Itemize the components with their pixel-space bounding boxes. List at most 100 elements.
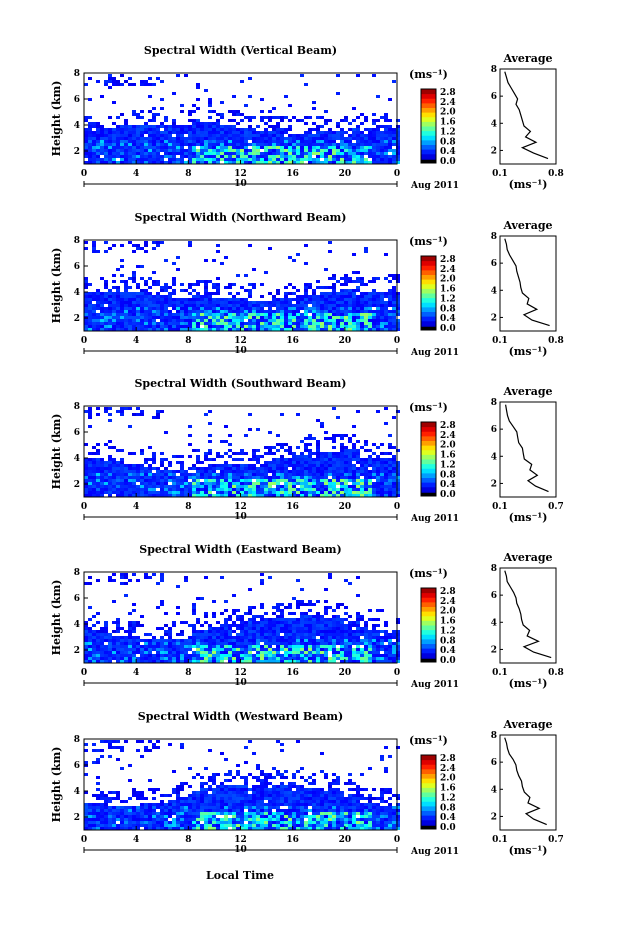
heatmap-cell (228, 485, 232, 488)
heatmap-cell (376, 479, 380, 482)
heatmap-cell (288, 648, 292, 651)
heatmap-cell (204, 612, 208, 615)
heatmap-cell (396, 642, 400, 645)
heatmap-cell (320, 298, 324, 301)
heatmap-cell (268, 576, 272, 579)
heatmap-cell (92, 149, 96, 152)
heatmap-cell (332, 494, 336, 497)
heatmap-cell (176, 461, 180, 464)
heatmap-cell (224, 425, 228, 428)
heatmap-cell (304, 627, 308, 630)
heatmap-cell (140, 645, 144, 648)
heatmap-cell (376, 128, 380, 131)
heatmap-cell (100, 316, 104, 319)
heatmap-cell (156, 280, 160, 283)
heatmap-cell (248, 660, 252, 663)
heatmap-cell (284, 648, 288, 651)
heatmap-cell (280, 158, 284, 161)
heatmap-cell (288, 645, 292, 648)
heatmap-cell (84, 470, 88, 473)
heatmap-cell (128, 648, 132, 651)
heatmap-cell (192, 624, 196, 627)
heatmap-cell (268, 134, 272, 137)
heatmap-cell (144, 289, 148, 292)
heatmap-cell (352, 425, 356, 428)
heatmap-cell (244, 642, 248, 645)
heatmap-cell (112, 657, 116, 660)
heatmap-cell (144, 313, 148, 316)
heatmap-cell (104, 295, 108, 298)
heatmap-cell (112, 746, 116, 749)
heatmap-cell (152, 310, 156, 313)
heatmap-cell (252, 140, 256, 143)
heatmap-cell (292, 491, 296, 494)
heatmap-cell (264, 621, 268, 624)
heatmap-cell (324, 627, 328, 630)
heatmap-cell (324, 161, 328, 164)
heatmap-cell (88, 488, 92, 491)
heatmap-cell (376, 470, 380, 473)
heatmap-cell (364, 464, 368, 467)
heatmap-cell (168, 295, 172, 298)
heatmap-cell (132, 494, 136, 497)
heatmap-cell (240, 143, 244, 146)
heatmap-cell (164, 161, 168, 164)
heatmap-cell (208, 319, 212, 322)
heatmap-cell (108, 743, 112, 746)
heatmap-cell (212, 630, 216, 633)
heatmap-cell (236, 292, 240, 295)
heatmap-cell (88, 116, 92, 119)
heatmap-cell (248, 494, 252, 497)
heatmap-cell (392, 464, 396, 467)
heatmap-cell (384, 461, 388, 464)
heatmap-cell (288, 283, 292, 286)
heatmap-cell (276, 633, 280, 636)
heatmap-cell (296, 470, 300, 473)
x-tick-label: 12 (234, 502, 247, 512)
heatmap-cell (304, 648, 308, 651)
heatmap-cell (380, 657, 384, 660)
heatmap-cell (132, 271, 136, 274)
heatmap-cell (96, 657, 100, 660)
heatmap-cell (216, 128, 220, 131)
heatmap-cell (108, 322, 112, 325)
heatmap-cell (252, 134, 256, 137)
heatmap-cell (272, 116, 276, 119)
heatmap-cell (240, 633, 244, 636)
heatmap-cell (352, 161, 356, 164)
heatmap-cell (96, 639, 100, 642)
colorbar-tick-label: 1.2 (440, 294, 456, 304)
heatmap-cell (92, 143, 96, 146)
heatmap-cell (112, 791, 116, 794)
heatmap-cell (308, 443, 312, 446)
heatmap-cell (316, 161, 320, 164)
heatmap-cell (172, 292, 176, 295)
heatmap-cell (376, 316, 380, 319)
heatmap-cell (368, 651, 372, 654)
heatmap-cell (384, 131, 388, 134)
heatmap-cell (264, 494, 268, 497)
heatmap-cell (320, 482, 324, 485)
heatmap-cell (332, 310, 336, 313)
heatmap-cell (208, 494, 212, 497)
heatmap-cell (372, 113, 376, 116)
heatmap-cell (204, 636, 208, 639)
heatmap-cell (108, 143, 112, 146)
heatmap-cell (108, 654, 112, 657)
heatmap-cell (244, 633, 248, 636)
heatmap-cell (344, 131, 348, 134)
heatmap-cell (116, 143, 120, 146)
heatmap-cell (256, 158, 260, 161)
heatmap-cell (124, 140, 128, 143)
heatmap-cell (284, 95, 288, 98)
colorbar-tick-label: 2.0 (440, 275, 456, 285)
heatmap-cell (132, 244, 136, 247)
profile-y-tick-label: 6 (491, 425, 497, 435)
heatmap-cell (244, 137, 248, 140)
heatmap-cell (332, 491, 336, 494)
heatmap-cell (384, 134, 388, 137)
profile-x-tick-label: 0.1 (492, 668, 508, 678)
heatmap-cell (184, 657, 188, 660)
heatmap-cell (388, 476, 392, 479)
heatmap-cell (160, 627, 164, 630)
